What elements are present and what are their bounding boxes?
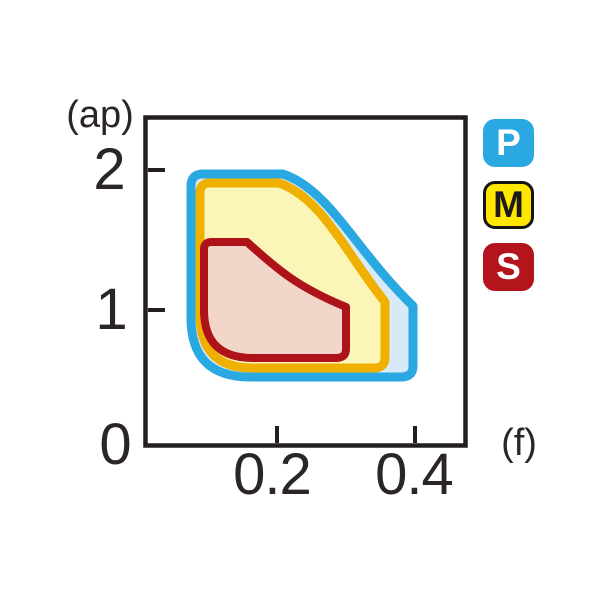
- y-tick-label-0: 0: [99, 412, 131, 477]
- x-tick-label-0-4: 0.4: [375, 442, 454, 507]
- y-tick-label-1: 1: [95, 277, 127, 342]
- legend: P M S: [483, 119, 534, 291]
- x-tick-label-0-2: 0.2: [233, 442, 312, 507]
- region-s: [200, 238, 350, 362]
- legend-badge-s: S: [483, 243, 534, 291]
- legend-badge-m: M: [483, 181, 534, 229]
- y-tick-label-2: 2: [93, 137, 125, 202]
- x-axis-label: (f): [501, 422, 537, 464]
- plot-border: [143, 115, 468, 448]
- legend-label-m: M: [493, 184, 524, 225]
- legend-badge-p: P: [483, 119, 534, 167]
- legend-label-p: P: [496, 122, 521, 163]
- axis-ticks: [148, 168, 417, 443]
- y-axis-label: (ap): [66, 94, 134, 136]
- legend-label-s: S: [496, 246, 521, 287]
